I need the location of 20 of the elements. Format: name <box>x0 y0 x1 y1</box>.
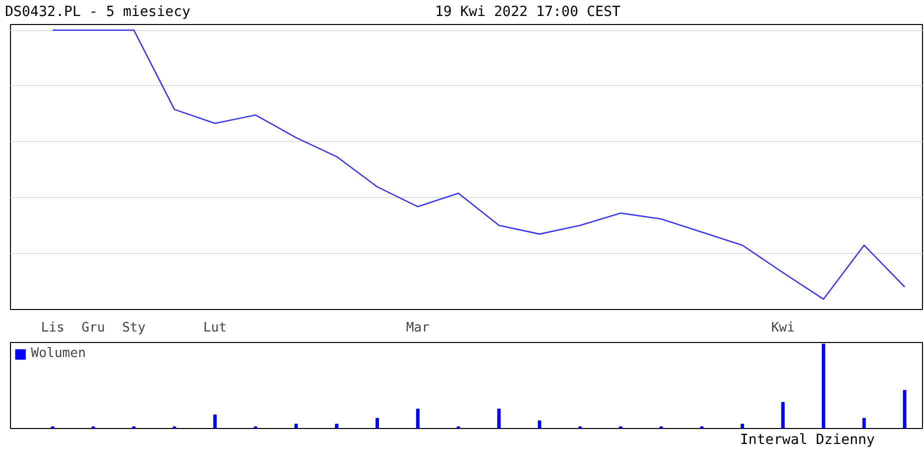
bar <box>294 424 298 428</box>
bar <box>497 408 501 428</box>
bar <box>538 420 542 428</box>
chart-subtitle: 19 Kwi 2022 17:00 CEST <box>435 3 620 22</box>
chart-title: DS0432.PL - 5 miesiecy <box>5 3 190 22</box>
x-tick-label: Mar <box>406 320 430 336</box>
x-tick-label: Lut <box>203 320 227 336</box>
bar <box>334 424 338 428</box>
bar <box>781 402 785 428</box>
text: Interwal Dzienny <box>740 431 875 450</box>
bar <box>902 390 906 428</box>
bar <box>862 418 866 428</box>
x-tick-label: Kwi <box>771 320 795 336</box>
x-tick-label: Sty <box>122 320 146 336</box>
legend-label: Wolumen <box>31 346 86 361</box>
bar <box>740 424 744 428</box>
bar <box>416 408 420 428</box>
x-tick-label: Lis <box>40 320 64 336</box>
x-tick-label: Gru <box>82 320 106 336</box>
bar <box>376 418 379 428</box>
